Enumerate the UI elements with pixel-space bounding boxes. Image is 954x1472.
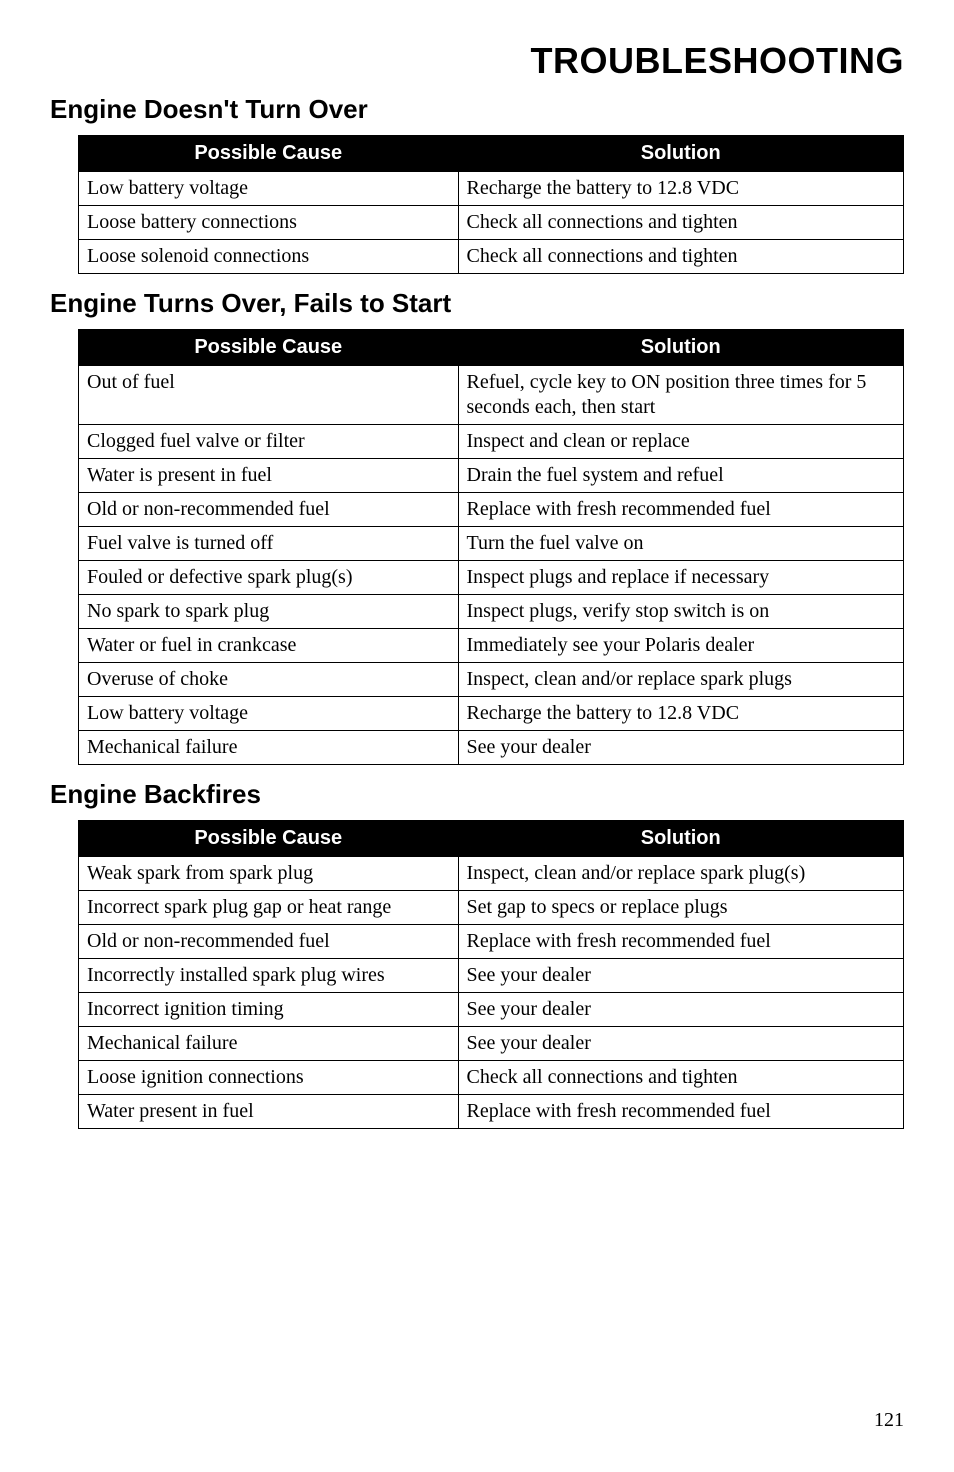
cell-solution: Replace with fresh recommended fuel	[458, 493, 904, 527]
table-row: Low battery voltageRecharge the battery …	[79, 172, 904, 206]
cell-cause: Fouled or defective spark plug(s)	[79, 561, 459, 595]
cell-solution: Drain the fuel system and refuel	[458, 459, 904, 493]
cell-cause: Water present in fuel	[79, 1095, 459, 1129]
header-cause: Possible Cause	[79, 136, 459, 172]
header-cause: Possible Cause	[79, 330, 459, 366]
cell-cause: Loose ignition connections	[79, 1061, 459, 1095]
header-solution: Solution	[458, 821, 904, 857]
cell-cause: Fuel valve is turned off	[79, 527, 459, 561]
cell-solution: See your dealer	[458, 1027, 904, 1061]
cell-solution: Immediately see your Polaris dealer	[458, 629, 904, 663]
cell-cause: Water or fuel in crankcase	[79, 629, 459, 663]
cell-solution: Set gap to specs or replace plugs	[458, 891, 904, 925]
table-row: Old or non-recommended fuelReplace with …	[79, 493, 904, 527]
troubleshooting-table: Possible Cause Solution Low battery volt…	[78, 135, 904, 274]
table-row: Clogged fuel valve or filterInspect and …	[79, 425, 904, 459]
table-row: Low battery voltageRecharge the battery …	[79, 697, 904, 731]
cell-cause: Low battery voltage	[79, 172, 459, 206]
cell-solution: Inspect, clean and/or replace spark plug…	[458, 663, 904, 697]
section-title: Engine Turns Over, Fails to Start	[50, 288, 904, 319]
troubleshooting-table: Possible Cause Solution Weak spark from …	[78, 820, 904, 1129]
table-row: Weak spark from spark plugInspect, clean…	[79, 857, 904, 891]
table-row: Loose solenoid connectionsCheck all conn…	[79, 240, 904, 274]
cell-solution: See your dealer	[458, 959, 904, 993]
table-row: Mechanical failureSee your dealer	[79, 731, 904, 765]
table-row: Water or fuel in crankcaseImmediately se…	[79, 629, 904, 663]
cell-cause: Loose battery connections	[79, 206, 459, 240]
table-row: Overuse of chokeInspect, clean and/or re…	[79, 663, 904, 697]
table-row: No spark to spark plugInspect plugs, ver…	[79, 595, 904, 629]
cell-cause: Low battery voltage	[79, 697, 459, 731]
table-row: Loose battery connectionsCheck all conne…	[79, 206, 904, 240]
header-solution: Solution	[458, 136, 904, 172]
table-row: Incorrect ignition timingSee your dealer	[79, 993, 904, 1027]
cell-cause: Out of fuel	[79, 366, 459, 425]
table-row: Fuel valve is turned offTurn the fuel va…	[79, 527, 904, 561]
cell-cause: Incorrect spark plug gap or heat range	[79, 891, 459, 925]
page-number: 121	[50, 1409, 904, 1432]
cell-solution: Recharge the battery to 12.8 VDC	[458, 172, 904, 206]
cell-solution: Turn the fuel valve on	[458, 527, 904, 561]
table-row: Out of fuelRefuel, cycle key to ON posit…	[79, 366, 904, 425]
table-row: Fouled or defective spark plug(s)Inspect…	[79, 561, 904, 595]
cell-solution: Check all connections and tighten	[458, 240, 904, 274]
section-title: Engine Doesn't Turn Over	[50, 94, 904, 125]
section-title: Engine Backfires	[50, 779, 904, 810]
cell-cause: Overuse of choke	[79, 663, 459, 697]
cell-solution: Inspect plugs and replace if necessary	[458, 561, 904, 595]
cell-solution: Replace with fresh recommended fuel	[458, 925, 904, 959]
cell-solution: Inspect, clean and/or replace spark plug…	[458, 857, 904, 891]
cell-cause: No spark to spark plug	[79, 595, 459, 629]
cell-cause: Mechanical failure	[79, 1027, 459, 1061]
troubleshooting-table: Possible Cause Solution Out of fuelRefue…	[78, 329, 904, 765]
table-row: Old or non-recommended fuelReplace with …	[79, 925, 904, 959]
table-row: Water is present in fuelDrain the fuel s…	[79, 459, 904, 493]
header-solution: Solution	[458, 330, 904, 366]
cell-solution: Refuel, cycle key to ON position three t…	[458, 366, 904, 425]
cell-cause: Old or non-recommended fuel	[79, 925, 459, 959]
cell-solution: Check all connections and tighten	[458, 206, 904, 240]
cell-solution: See your dealer	[458, 993, 904, 1027]
cell-solution: Inspect plugs, verify stop switch is on	[458, 595, 904, 629]
cell-cause: Water is present in fuel	[79, 459, 459, 493]
cell-solution: Recharge the battery to 12.8 VDC	[458, 697, 904, 731]
table-container: Possible Cause Solution Out of fuelRefue…	[50, 329, 904, 765]
cell-cause: Clogged fuel valve or filter	[79, 425, 459, 459]
cell-solution: Check all connections and tighten	[458, 1061, 904, 1095]
cell-cause: Incorrect ignition timing	[79, 993, 459, 1027]
cell-cause: Loose solenoid connections	[79, 240, 459, 274]
table-row: Water present in fuelReplace with fresh …	[79, 1095, 904, 1129]
page-title: TROUBLESHOOTING	[50, 40, 904, 82]
cell-cause: Weak spark from spark plug	[79, 857, 459, 891]
table-row: Mechanical failureSee your dealer	[79, 1027, 904, 1061]
cell-cause: Old or non-recommended fuel	[79, 493, 459, 527]
cell-cause: Incorrectly installed spark plug wires	[79, 959, 459, 993]
table-container: Possible Cause Solution Weak spark from …	[50, 820, 904, 1129]
table-row: Incorrectly installed spark plug wiresSe…	[79, 959, 904, 993]
cell-solution: Replace with fresh recommended fuel	[458, 1095, 904, 1129]
cell-solution: Inspect and clean or replace	[458, 425, 904, 459]
cell-cause: Mechanical failure	[79, 731, 459, 765]
table-row: Loose ignition connectionsCheck all conn…	[79, 1061, 904, 1095]
cell-solution: See your dealer	[458, 731, 904, 765]
table-container: Possible Cause Solution Low battery volt…	[50, 135, 904, 274]
table-row: Incorrect spark plug gap or heat rangeSe…	[79, 891, 904, 925]
header-cause: Possible Cause	[79, 821, 459, 857]
